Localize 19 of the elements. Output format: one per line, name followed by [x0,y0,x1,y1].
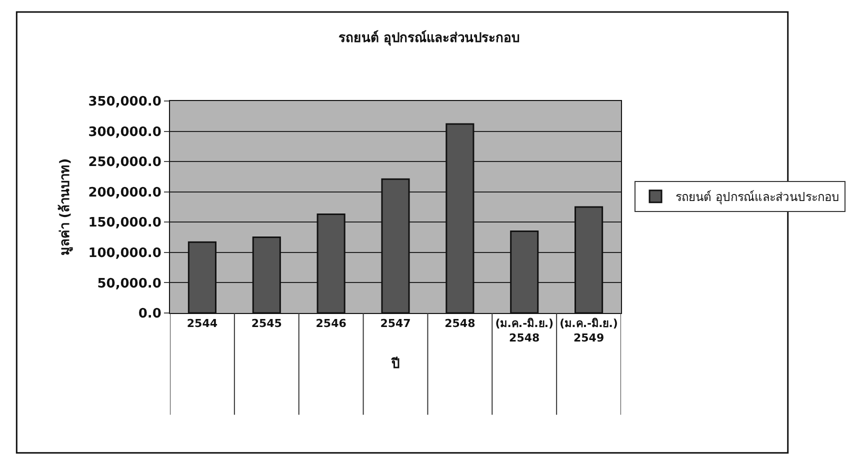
x-axis-title: ปี [390,356,400,372]
x-tick-label: 2546 [316,317,347,330]
x-tick-label: 2547 [380,317,411,330]
x-tick-label: 2544 [186,317,218,330]
x-tick-label: (ม.ค.-มิ.ย.) 2548 [495,317,554,344]
y-tick-label: 100,000.0 [88,246,162,261]
y-tick-label: 50,000.0 [97,276,162,292]
y-tick-label: 300,000.0 [88,124,162,140]
chart-title: รถยนต์ อุปกรณ์และส่วนประกอบ [338,30,520,46]
x-tick-label: (ม.ค.-มิ.ย.) 2549 [560,317,618,344]
y-tick-label: 350,000.0 [88,94,162,110]
x-tick-label: 2548 [444,317,476,330]
y-tick-label: 200,000.0 [88,185,162,200]
y-tick-label: 150,000.0 [88,216,162,231]
legend-label: รถยนต์ อุปกรณ์และส่วนประกอบ [676,190,840,206]
y-tick-label: 250,000.0 [88,155,162,170]
y-axis-title: มูลค่า (ล้านบาท) [57,158,74,256]
x-tick-label: 2545 [251,317,282,330]
y-tick-label: 0.0 [138,306,162,322]
